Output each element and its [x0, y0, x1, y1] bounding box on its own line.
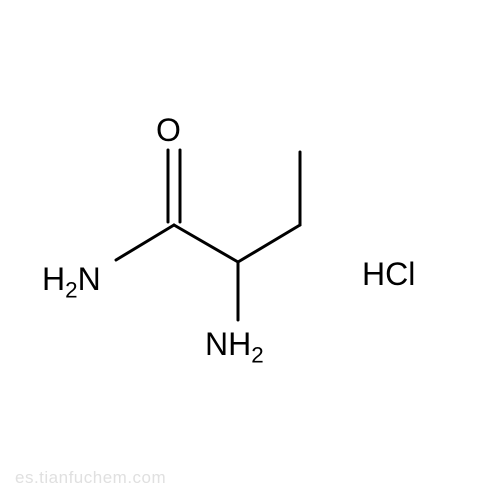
oxygen-atom: O: [156, 112, 181, 149]
hcl-label: HCl: [362, 256, 415, 293]
amide-nh2-atom: H2N: [42, 261, 101, 303]
watermark-text: es.tianfuchem.com: [15, 468, 166, 488]
amine-nh2-atom: NH2: [205, 326, 264, 368]
molecule-structure: [0, 0, 500, 500]
bonds-group: [116, 150, 300, 320]
